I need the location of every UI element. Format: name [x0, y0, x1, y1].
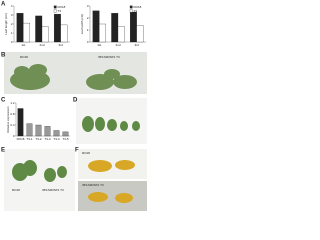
photo-label: RO18	[20, 55, 28, 59]
bar	[129, 11, 137, 43]
y-tick-label: 0.8	[10, 112, 15, 116]
legend-label: T3	[134, 9, 138, 13]
y-tick-label: 0	[11, 40, 13, 44]
bar	[53, 130, 60, 137]
bar	[35, 15, 43, 43]
legend-swatch	[129, 9, 133, 13]
legend-label: RO18	[134, 5, 142, 9]
x-tick-label: 1st	[97, 43, 101, 47]
x-tick-label: 3rd	[58, 43, 63, 47]
legend-label: T3	[58, 9, 62, 13]
y-tick-label: 0	[87, 40, 89, 44]
panel-letter: A	[1, 2, 6, 8]
legend-label: RO18	[58, 5, 66, 9]
x-tick-label: T3-3	[44, 137, 51, 141]
panel-letter: E	[1, 148, 5, 154]
bar	[60, 24, 68, 43]
bar	[92, 10, 100, 43]
y-axis-label: Relative expression	[6, 106, 10, 133]
photo-label: 35S:MtDSP1 T3	[98, 55, 120, 59]
bar	[17, 108, 24, 137]
y-tick-label: 0.4	[10, 123, 15, 127]
figure: A B C D E F RO18 35S:MtDSP1 T3 RO18 35S:…	[1, 2, 147, 211]
photo-e	[4, 149, 75, 211]
bar	[26, 123, 33, 137]
bar	[117, 26, 125, 43]
bar	[35, 124, 42, 137]
bar	[41, 26, 49, 43]
bar	[23, 22, 31, 43]
flowers	[88, 160, 135, 203]
x-tick-label: T3-1	[26, 137, 33, 141]
legend-swatch	[53, 5, 57, 9]
x-tick-label: T3-5	[62, 137, 69, 141]
y-tick-label: 2	[87, 16, 89, 20]
x-tick-label: 2nd	[115, 43, 120, 47]
panel-letter: C	[1, 98, 6, 104]
bar	[111, 13, 119, 43]
photo-label: RO18	[12, 188, 20, 192]
y-tick-label: 3	[11, 13, 13, 17]
page: A B C D E F RO18 35S:MtDSP1 T3 RO18 35S:…	[1, 1, 147, 211]
y-tick-label: 1	[11, 31, 13, 35]
legend-swatch	[129, 5, 133, 9]
x-tick-label: 3rd	[134, 43, 139, 47]
y-tick-label: 0	[13, 134, 15, 138]
y-tick-label: 1	[87, 28, 89, 32]
x-tick-label: T3-4	[53, 137, 60, 141]
photo-label: 35S:MtDSP1 T3	[42, 188, 64, 192]
y-axis-label: Leaf length (cm)	[4, 13, 8, 35]
panel-letter: F	[75, 148, 79, 154]
y-tick-label: 3	[87, 4, 89, 8]
x-tick-label: T3-2	[35, 137, 42, 141]
bar	[99, 23, 107, 43]
bar	[136, 25, 144, 43]
bar	[16, 13, 24, 43]
leaves-e	[12, 160, 67, 182]
y-axis-label: Leaf width (cm)	[80, 14, 84, 35]
panel-letter: D	[73, 98, 78, 104]
y-tick-label: 1.2	[10, 101, 15, 105]
panel-letter: B	[1, 53, 6, 59]
y-tick-label: 4	[11, 4, 13, 8]
legend-swatch	[53, 9, 57, 13]
photo-label: RO18	[82, 151, 90, 155]
leaves-d	[82, 116, 140, 132]
x-tick-label: 1st	[21, 43, 25, 47]
x-tick-label: 2nd	[39, 43, 44, 47]
plants	[10, 64, 137, 90]
x-tick-label: RO18	[17, 137, 25, 141]
photo-label: 35S:MtDSP1 T3	[82, 183, 104, 187]
bar	[53, 13, 61, 43]
y-tick-label: 2	[11, 22, 13, 26]
bar	[62, 131, 69, 137]
bar	[44, 126, 51, 137]
